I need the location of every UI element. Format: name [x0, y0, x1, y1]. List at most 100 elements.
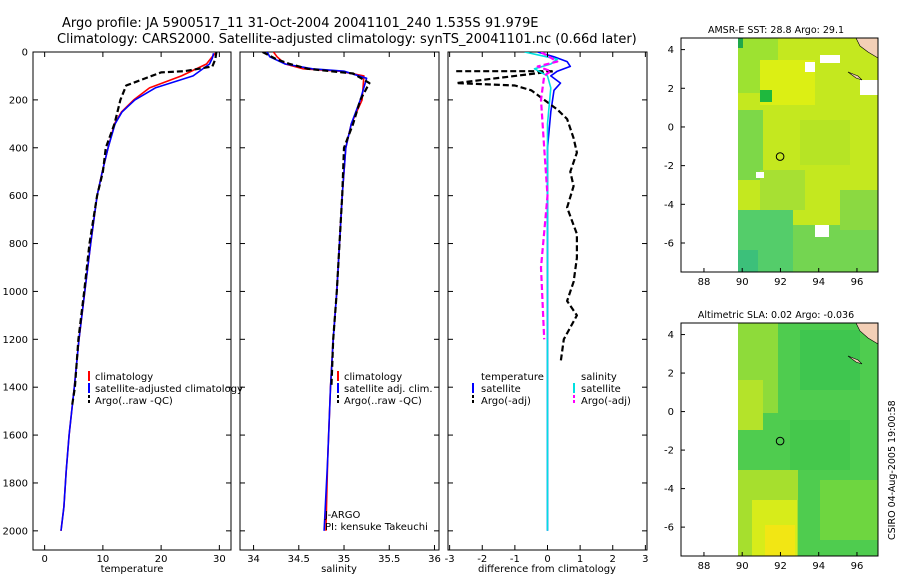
salinity-panel-frame: [239, 51, 440, 551]
map-y-tick-label: 4: [668, 45, 674, 56]
x-tick-label: 3: [642, 554, 648, 565]
sst-patch: [760, 170, 805, 210]
sst-patch: [793, 225, 878, 272]
series-line-1: [266, 52, 368, 531]
map-x-tick-label: 94: [812, 277, 825, 288]
y-tick-label: 400: [9, 143, 28, 154]
sla-land-island: [847, 355, 863, 365]
x-tick-label: 0: [544, 554, 550, 565]
map-y-tick-label: 2: [668, 369, 674, 380]
salinity-axis-label: salinity: [321, 564, 357, 575]
difference-legend: temperature satellite Argo(-adj) salinit…: [472, 372, 631, 407]
map-y-tick-label: -2: [664, 161, 674, 172]
annotation-j-argo: J-ARGO: [324, 510, 361, 521]
x-tick-label: 1: [577, 554, 583, 565]
sst-map-frame: [680, 37, 879, 273]
legend-label-climatology: climatology: [95, 372, 153, 383]
temperature-series-group: [60, 52, 218, 531]
sst-patch: [840, 190, 878, 230]
map-y-tick-label: -2: [664, 446, 674, 457]
x-tick-label: 35.5: [378, 554, 400, 565]
map-y-tick-label: -4: [664, 200, 674, 211]
map-y-tick-label: -4: [664, 484, 674, 495]
sla-patch: [800, 330, 860, 390]
map-y-tick-label: 0: [668, 122, 674, 133]
map-y-tick-label: -6: [664, 238, 674, 249]
sla-map-frame: [680, 322, 879, 557]
sst-patch: [738, 38, 743, 48]
sst-patch: [760, 90, 772, 102]
series-line-2: [262, 52, 371, 388]
y-tick-label: 800: [9, 239, 28, 250]
sst-map-nodata-strip: [681, 38, 738, 272]
sla-patch: [765, 525, 795, 556]
figure-title-line1: Argo profile: JA 5900517_11 31-Oct-2004 …: [62, 16, 539, 31]
map-y-tick-label: -6: [664, 523, 674, 534]
x-tick-label: -2: [477, 554, 487, 565]
csiro-timestamp: CSIRO 04-Aug-2005 19:00:58: [887, 400, 898, 540]
y-tick-label: 1000: [3, 287, 28, 298]
y-tick-label: 2000: [3, 526, 28, 537]
sst-patch: [800, 120, 850, 165]
sst-nodata-cell: [820, 55, 840, 63]
series-line-1: [455, 70, 578, 364]
series-line-2: [524, 52, 559, 531]
series-line-0: [272, 52, 365, 531]
legend-label-satellite: satellite adj. clim.: [344, 384, 433, 395]
sla-map-title: Altimetric SLA: 0.02 Argo: -0.036: [698, 310, 854, 321]
x-tick-label: 35: [338, 554, 351, 565]
sst-patch: [738, 250, 758, 272]
salinity-series-group: [262, 52, 371, 531]
x-tick-label: 10: [97, 554, 110, 565]
map-x-tick-label: 92: [774, 277, 787, 288]
legend-label-temp-argo: Argo(-adj): [481, 396, 531, 407]
x-tick-label: 36: [428, 554, 441, 565]
x-tick-label: -1: [510, 554, 520, 565]
y-tick-label: 0: [22, 48, 28, 59]
legend-heading-temperature: temperature: [481, 372, 544, 383]
series-line-3: [536, 52, 559, 340]
sla-argo-float-marker: [775, 436, 785, 446]
sla-map-ticks: 88 90 92 94 96 4 2 0 -2 -4 -6: [664, 330, 863, 572]
legend-label-climatology: climatology: [344, 372, 402, 383]
sst-nodata-cell: [860, 80, 878, 95]
temperature-legend: climatology satellite-adjusted climatolo…: [88, 371, 243, 407]
legend-label-argo: Argo(..raw -QC): [344, 396, 422, 407]
x-tick-label: 20: [155, 554, 168, 565]
map-y-tick-label: 4: [668, 330, 674, 341]
sla-patch: [738, 380, 763, 430]
legend-label-temp-satellite: satellite: [481, 384, 521, 395]
difference-ticks: -3 -2 -1 0 1 2 3: [445, 51, 649, 565]
map-x-tick-label: 96: [851, 277, 864, 288]
series-line-2: [70, 52, 218, 407]
y-tick-label: 600: [9, 191, 28, 202]
sst-map-title: AMSR-E SST: 28.8 Argo: 29.1: [708, 25, 844, 36]
sla-patch: [820, 480, 878, 540]
difference-axis-label: difference from climatology: [478, 564, 616, 575]
map-x-tick-label: 94: [812, 561, 825, 572]
x-tick-label: -3: [445, 554, 455, 565]
map-x-tick-label: 96: [851, 561, 864, 572]
map-x-tick-label: 88: [698, 277, 711, 288]
sst-land-island: [847, 71, 863, 81]
legend-label-satellite: satellite-adjusted climatology: [95, 384, 243, 395]
sst-argo-float-marker: [775, 152, 785, 161]
temperature-panel-frame: [32, 51, 232, 551]
legend-label-argo: Argo(..raw -QC): [95, 396, 173, 407]
legend-label-sal-argo: Argo(-adj): [581, 396, 631, 407]
y-tick-label: 200: [9, 95, 28, 106]
y-tick-label: 1800: [3, 478, 28, 489]
y-tick-label: 1400: [3, 383, 28, 394]
sst-nodata-cell: [805, 62, 815, 72]
x-tick-label: 34.5: [288, 554, 310, 565]
salinity-ticks: 34 34.5 35 35.5 36: [240, 51, 441, 565]
map-x-tick-label: 88: [698, 561, 711, 572]
map-x-tick-label: 90: [736, 277, 749, 288]
map-y-tick-label: 2: [668, 84, 674, 95]
sst-map: [680, 37, 879, 273]
y-tick-label: 1600: [3, 431, 28, 442]
map-x-tick-label: 90: [736, 561, 749, 572]
sla-map: [680, 322, 879, 557]
x-tick-label: 30: [213, 554, 226, 565]
